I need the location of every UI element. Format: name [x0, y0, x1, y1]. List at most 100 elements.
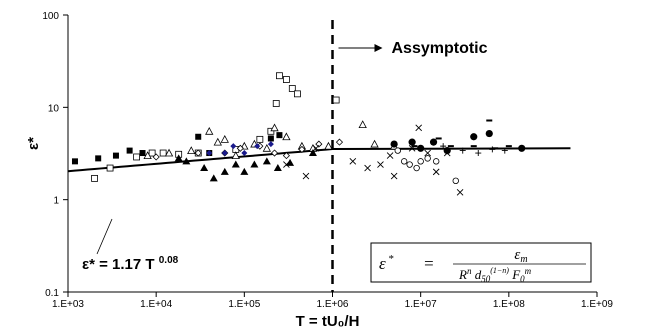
data-point — [386, 152, 394, 159]
data-point — [194, 149, 202, 157]
x-tick-label: 1.E+04 — [140, 299, 172, 310]
data-point — [377, 161, 384, 168]
data-point — [267, 127, 275, 135]
data-point — [254, 143, 261, 150]
data-point — [106, 164, 114, 172]
data-point — [272, 100, 280, 107]
data-point — [288, 85, 296, 92]
x-axis-title: T = tU₀/H — [296, 313, 360, 330]
data-point — [286, 158, 295, 166]
data-point — [489, 146, 496, 153]
data-point — [456, 189, 464, 196]
data-point — [270, 123, 279, 132]
data-point — [501, 147, 508, 154]
formula-equals: = — [423, 254, 434, 273]
data-point — [262, 157, 271, 165]
data-point — [126, 147, 133, 154]
data-point — [308, 149, 317, 157]
data-point — [231, 160, 240, 168]
data-point — [492, 147, 499, 150]
data-point — [282, 152, 290, 160]
data-point — [315, 140, 323, 148]
data-point — [276, 72, 283, 80]
data-point — [182, 157, 191, 165]
data-point — [470, 133, 478, 141]
data-point — [148, 149, 156, 157]
data-point — [250, 160, 259, 168]
y-tick-label: 0.1 — [45, 288, 59, 299]
data-point — [470, 145, 477, 148]
data-point — [209, 174, 218, 182]
data-point — [358, 120, 367, 129]
data-point — [302, 172, 310, 180]
data-point — [435, 137, 442, 140]
data-point — [262, 143, 272, 152]
arrow-right-icon — [374, 44, 383, 52]
data-point — [267, 135, 274, 142]
data-point — [408, 138, 416, 146]
data-point — [486, 119, 493, 122]
data-points — [71, 72, 526, 196]
data-point — [324, 141, 333, 150]
data-point — [411, 145, 418, 148]
data-point — [205, 126, 214, 135]
x-tick-label: 1.E+07 — [405, 299, 437, 310]
data-point — [256, 135, 264, 143]
data-point — [164, 148, 174, 157]
data-point — [432, 168, 440, 176]
data-point — [390, 140, 398, 148]
fit-equation-exponent: 0.08 — [159, 255, 179, 266]
data-point — [270, 149, 279, 157]
data-point — [429, 138, 438, 146]
data-point — [152, 153, 160, 161]
data-point — [332, 96, 340, 104]
data-point — [413, 164, 420, 172]
data-point — [475, 150, 482, 157]
data-point — [200, 164, 209, 172]
data-point — [443, 146, 451, 155]
data-point — [283, 161, 290, 168]
data-point — [424, 149, 431, 157]
data-point — [485, 129, 493, 138]
data-point — [206, 150, 213, 157]
y-tick-label: 1 — [53, 196, 59, 207]
labels: T = tU₀/H ε* Assymptotic ε* = 1.17 T 0.08 ε … — [25, 40, 592, 330]
data-point — [241, 150, 248, 157]
data-point — [282, 132, 291, 141]
data-point — [273, 164, 282, 172]
x-tick-label: 1.E+09 — [581, 299, 613, 310]
data-point — [195, 133, 202, 140]
y-tick-label: 10 — [48, 103, 60, 114]
data-point — [364, 164, 371, 172]
data-point — [95, 155, 102, 162]
data-point — [174, 154, 183, 162]
data-point — [221, 150, 228, 157]
data-point — [112, 152, 119, 159]
data-point — [432, 158, 440, 165]
data-point — [143, 151, 152, 160]
y-tick-label: 100 — [42, 11, 59, 22]
data-point — [417, 144, 425, 152]
formula-denominator: Rn d50(1−n) F0m — [458, 266, 532, 284]
x-tick-label: 1.E+08 — [493, 299, 525, 310]
data-point — [505, 145, 512, 148]
data-point — [159, 149, 167, 157]
data-point — [240, 167, 249, 175]
data-point — [417, 158, 424, 165]
data-point — [447, 145, 454, 148]
axes: 1.E+03 1.E+04 1.E+05 1.E+06 1.E+07 1.E+08 1.E+… — [42, 11, 613, 310]
data-point — [71, 158, 78, 165]
data-point — [213, 137, 222, 146]
data-point — [440, 143, 447, 150]
data-point — [370, 139, 379, 148]
fit-equation-pointer — [96, 218, 113, 255]
data-point — [231, 151, 240, 160]
x-tick-label: 1.E+06 — [317, 299, 349, 310]
data-point — [220, 167, 229, 175]
data-point — [139, 150, 146, 157]
data-point — [459, 147, 466, 154]
data-point — [187, 146, 196, 154]
data-point — [236, 144, 244, 152]
